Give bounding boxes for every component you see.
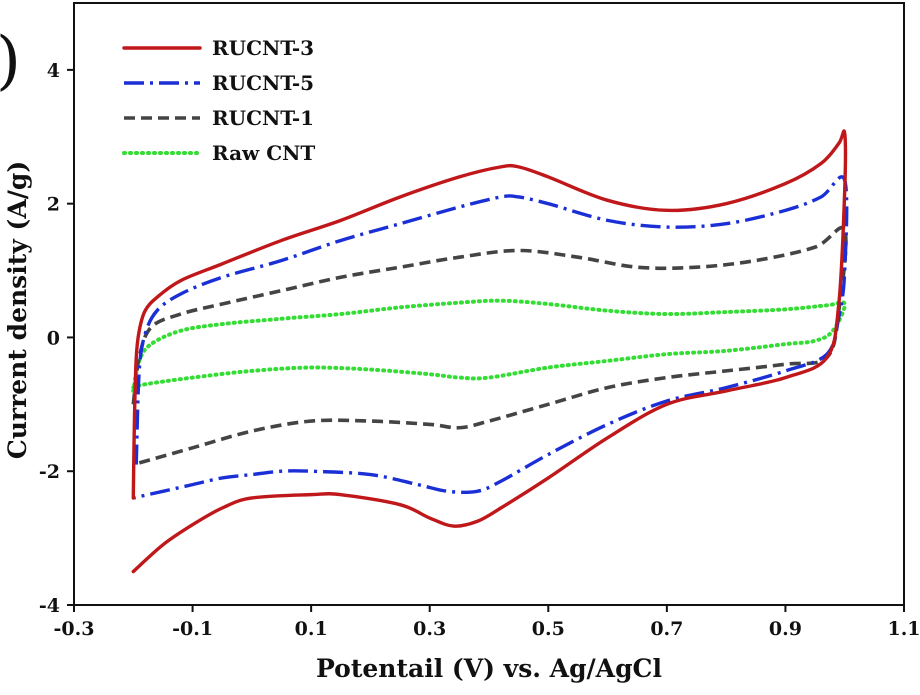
x-axis-ticks: -0.3 -0.1 0.1 0.3 0.5 0.7 0.9 1.1 bbox=[54, 605, 920, 640]
y-tick-label: 4 bbox=[47, 60, 60, 82]
plot-frame bbox=[73, 2, 905, 606]
legend-label: RUCNT-5 bbox=[212, 71, 314, 95]
x-tick-label: 1.1 bbox=[887, 618, 920, 640]
x-tick-label: -0.3 bbox=[54, 618, 95, 640]
panel-label: ) bbox=[0, 24, 21, 98]
legend-label: Raw CNT bbox=[212, 141, 315, 165]
y-tick-label: 2 bbox=[47, 194, 60, 216]
x-axis-title: Potentail (V) vs. Ag/AgCl bbox=[316, 654, 662, 683]
legend-label: RUCNT-1 bbox=[212, 106, 314, 130]
series-line-rucnt-3 bbox=[131, 129, 848, 574]
series-line-rucnt-1 bbox=[131, 226, 848, 467]
y-tick-label: -2 bbox=[39, 461, 60, 483]
x-tick-label: 0.3 bbox=[413, 618, 446, 640]
x-tick-label: 0.5 bbox=[532, 618, 565, 640]
x-tick-label: 0.7 bbox=[650, 618, 683, 640]
series-line-rucnt-5 bbox=[132, 175, 849, 500]
legend-label: RUCNT-3 bbox=[212, 36, 314, 60]
x-tick-label: -0.1 bbox=[172, 618, 213, 640]
series-layer bbox=[131, 129, 849, 574]
series-line-raw-cnt bbox=[131, 298, 847, 393]
y-axis-ticks: -4 -2 0 2 4 bbox=[39, 60, 74, 617]
y-tick-label: -4 bbox=[39, 595, 60, 617]
x-tick-label: 0.1 bbox=[295, 618, 328, 640]
y-axis-title: Current density (A/g) bbox=[3, 161, 32, 459]
x-tick-label: 0.9 bbox=[769, 618, 802, 640]
legend: RUCNT-3 RUCNT-5 RUCNT-1 Raw CNT bbox=[122, 36, 315, 165]
y-tick-label: 0 bbox=[47, 327, 60, 349]
